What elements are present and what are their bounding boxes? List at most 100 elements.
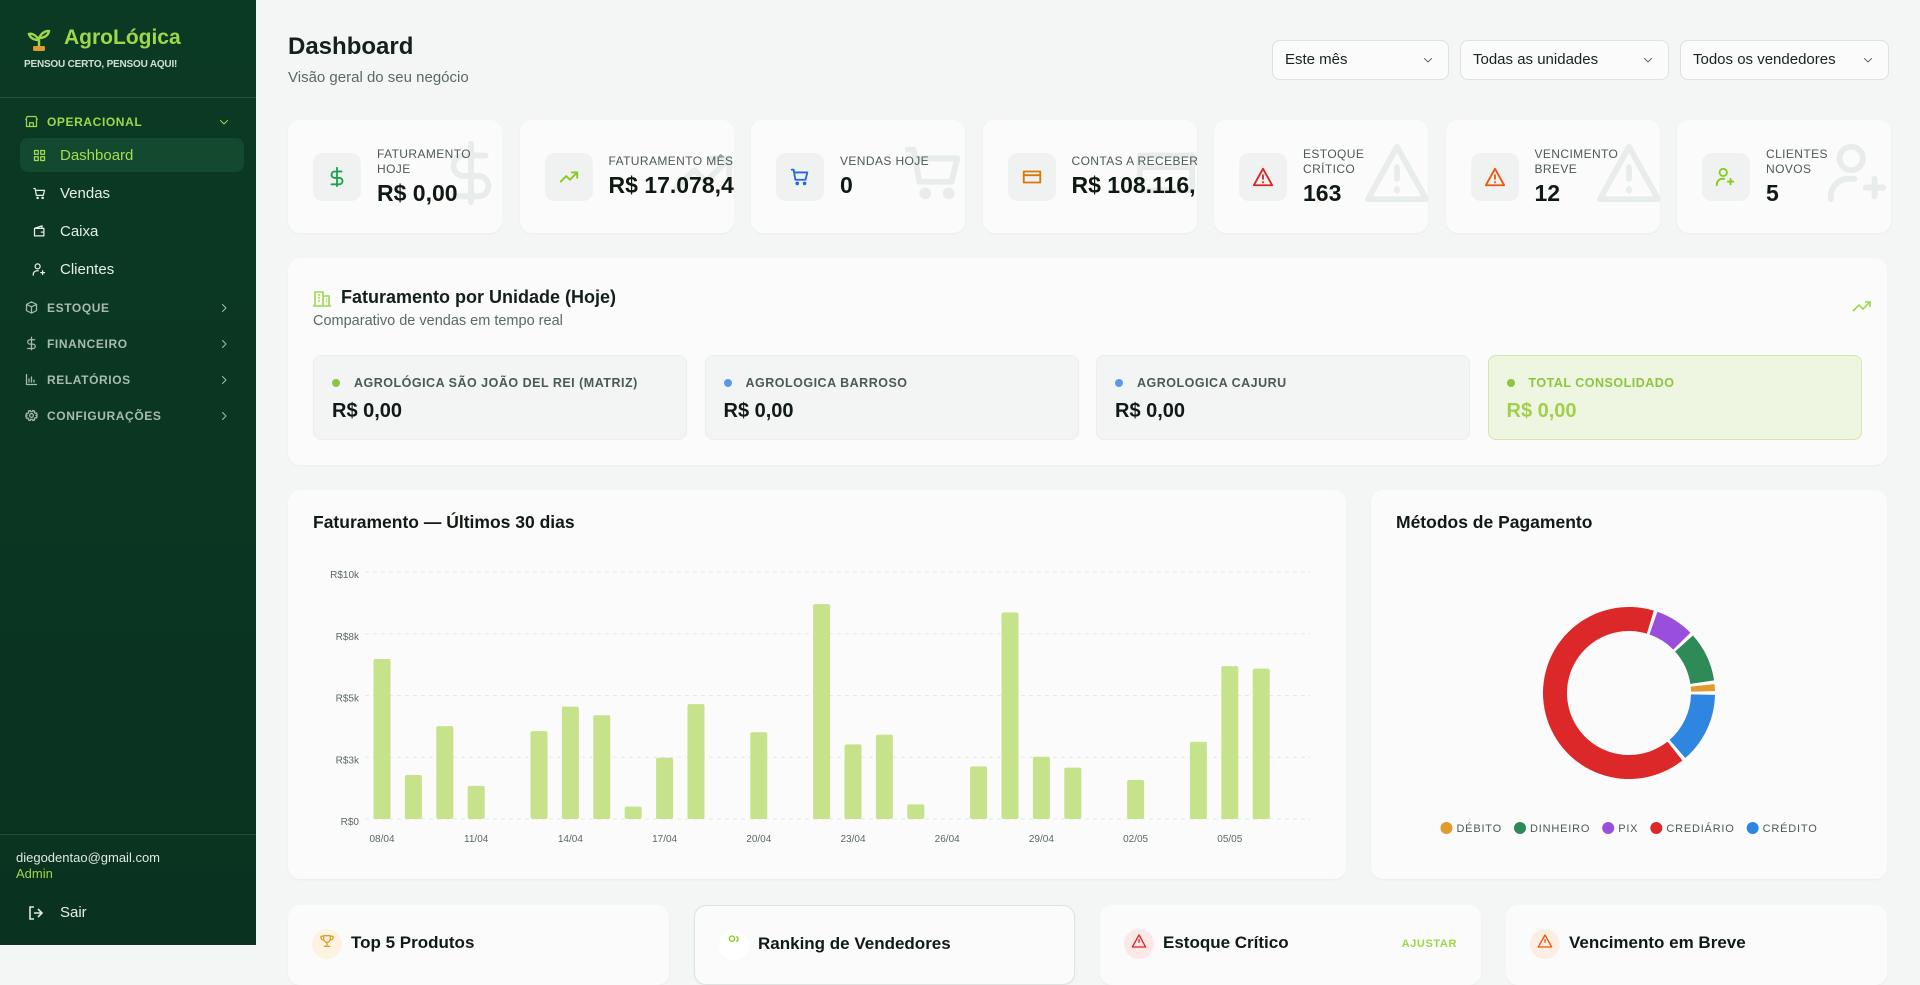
kpi-card: VENCIMENTO BREVE 12 — [1445, 120, 1660, 233]
unit-name: TOTAL CONSOLIDADO — [1528, 376, 1675, 390]
nav-section[interactable]: OPERACIONAL — [47, 115, 143, 129]
legend-swatch — [1650, 822, 1663, 834]
nav-section[interactable]: RELATÓRIOS — [47, 373, 131, 387]
bar — [1221, 666, 1239, 819]
bar — [1127, 779, 1145, 819]
trend-icon — [1852, 301, 1871, 312]
bar — [1252, 668, 1270, 819]
card-title: Ranking de Vendedores — [758, 934, 951, 953]
kpi-card: CLIENTES NOVOS 5 — [1677, 120, 1891, 233]
bottom-card: Ranking de Vendedores — [694, 905, 1075, 985]
card-action[interactable]: AJUSTAR — [1401, 938, 1457, 950]
page-subtitle: Visão geral do seu negócio — [288, 69, 469, 86]
chevron — [1424, 58, 1432, 63]
x-tick-label: 11/04 — [464, 834, 489, 845]
icon-path — [904, 146, 961, 200]
bar — [656, 757, 674, 819]
icon-path — [25, 301, 38, 314]
nav-item[interactable]: Vendas — [20, 176, 244, 210]
nav-label: Dashboard — [60, 147, 134, 164]
section-icon — [27, 336, 36, 351]
icon-path — [1364, 143, 1428, 203]
unit-card: AGROLOGICA BARROSO R$ 0,00 — [704, 355, 1079, 440]
kpi-icon — [1022, 170, 1041, 184]
kpi-card: FATURAMENTO HOJE R$ 0,00 — [288, 120, 502, 233]
bar — [436, 726, 454, 819]
y-tick-label: R$0 — [341, 817, 360, 828]
pie-slice — [1543, 607, 1683, 779]
x-tick-label: 05/05 — [1217, 834, 1242, 845]
bar — [1189, 741, 1207, 819]
pie-slice — [1675, 635, 1715, 684]
unit-dot — [1115, 379, 1123, 387]
kpi-card: VENDAS HOJE 0 — [751, 120, 965, 233]
bar — [373, 658, 391, 819]
nav-section[interactable]: ESTOQUE — [47, 301, 110, 315]
nav-icon — [33, 187, 46, 200]
kpi-value: 0 — [840, 172, 853, 198]
chevron — [1644, 58, 1652, 63]
x-tick-label: 20/04 — [746, 834, 771, 845]
icon-path — [1136, 152, 1195, 194]
kpi-text: VENCIMENTO BREVE 12 — [1535, 120, 1660, 233]
legend-label: CRÉDITO — [1763, 822, 1818, 835]
kpi-label: CONTAS A RECEBER — [1071, 154, 1197, 168]
legend-label: DÉBITO — [1456, 822, 1502, 835]
nav-section[interactable]: FINANCEIRO — [47, 337, 128, 351]
kpi-ghost-icon — [1136, 152, 1195, 194]
chevron — [222, 412, 227, 420]
bar — [1064, 767, 1082, 819]
legend-label: PIX — [1618, 823, 1638, 835]
bar — [1001, 612, 1019, 819]
filter-select[interactable]: Todos os vendedores — [1680, 40, 1889, 80]
kpi-ghost-icon — [1596, 143, 1660, 203]
filter-label: Este mês — [1285, 51, 1348, 68]
icon-path — [1022, 170, 1041, 184]
filter-select[interactable]: Este mês — [1272, 40, 1449, 80]
bar — [404, 775, 422, 819]
unit-card: AGROLOGICA CAJURU R$ 0,00 — [1096, 355, 1470, 440]
nav-item[interactable]: Clientes — [20, 252, 244, 286]
logout-label: Sair — [60, 904, 87, 921]
kpi-label: CLIENTES NOVOS — [1766, 146, 1828, 176]
bar — [530, 731, 548, 819]
kpi-icon-box — [776, 153, 824, 201]
unit-card: TOTAL CONSOLIDADO R$ 0,00 — [1487, 355, 1862, 440]
legend-swatch — [1602, 822, 1615, 834]
tagline: PENSOU CERTO, PENSOU AQUI! — [24, 59, 178, 70]
kpi-icon — [1252, 167, 1274, 187]
legend-label: CREDIÁRIO — [1666, 822, 1734, 835]
chevron — [222, 376, 227, 384]
nav-item[interactable]: Dashboard — [20, 138, 244, 172]
filter-select[interactable]: Todas as unidades — [1460, 40, 1669, 80]
nav-section[interactable]: CONFIGURAÇÕES — [47, 409, 162, 423]
user-role: Admin — [16, 866, 53, 881]
pie-panel — [1371, 490, 1887, 879]
icon-path — [222, 340, 227, 348]
chevron — [220, 120, 228, 125]
nav-item[interactable]: Caixa — [20, 214, 244, 248]
card-icon — [1537, 934, 1553, 948]
kpi-text: CONTAS A RECEBER R$ 108.116, — [1072, 120, 1197, 233]
chevron — [1864, 58, 1872, 63]
kpi-icon-box — [1007, 153, 1056, 201]
pie-slice — [1649, 611, 1691, 650]
section-icon — [25, 373, 38, 386]
icon-path — [33, 187, 46, 200]
unit-value: R$ 0,00 — [332, 400, 403, 422]
kpi-ghost-icon — [673, 155, 732, 191]
kpi-value: 12 — [1534, 179, 1561, 206]
bar — [970, 766, 988, 819]
logout[interactable]: Sair — [20, 896, 244, 930]
bar — [907, 804, 925, 819]
nav-label: Caixa — [60, 223, 99, 240]
icon-path — [27, 336, 36, 351]
kpi-ghost-icon — [904, 146, 961, 200]
filter-label: Todos os vendedores — [1693, 51, 1836, 68]
kpi-value: R$ 108.116, — [1071, 172, 1196, 198]
kpi-icon — [1484, 167, 1505, 187]
card-title: Vencimento em Breve — [1569, 933, 1746, 952]
icon-path — [222, 376, 227, 384]
card-icon-box — [312, 929, 342, 959]
